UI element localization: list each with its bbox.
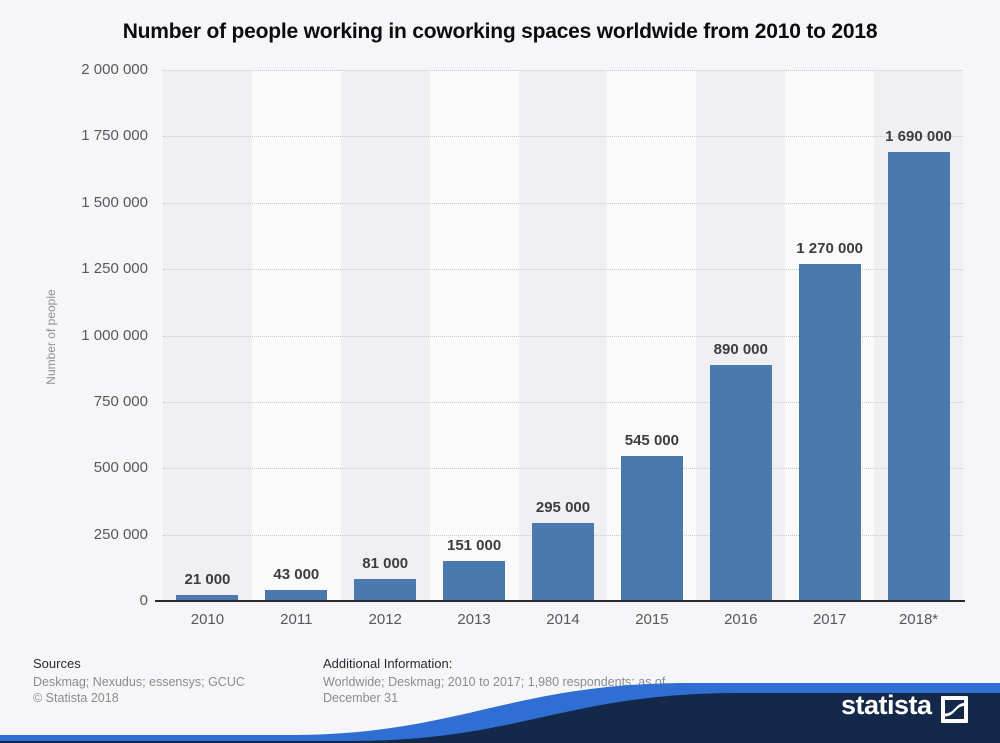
x-tick-2013: 2013 bbox=[457, 611, 491, 628]
gridline-1000000 bbox=[163, 335, 963, 337]
bar-value-2017: 1 270 000 bbox=[796, 239, 864, 257]
statista-wordmark: statista bbox=[841, 690, 932, 720]
bar-2017 bbox=[798, 263, 861, 601]
gridline-750000 bbox=[163, 401, 963, 403]
gridline-1500000 bbox=[163, 202, 963, 204]
bar-value-2010: 21 000 bbox=[184, 571, 231, 589]
x-axis-line bbox=[155, 600, 965, 602]
gridline-1750000 bbox=[163, 136, 963, 138]
x-tick-2017: 2017 bbox=[812, 611, 847, 628]
gridline-500000 bbox=[163, 468, 963, 470]
bar-value-2011: 43 000 bbox=[273, 565, 320, 583]
bar-value-2014: 295 000 bbox=[535, 498, 591, 516]
y-tick-1250000: 1 250 000 bbox=[81, 260, 148, 278]
x-tick-2011: 2011 bbox=[280, 611, 313, 628]
statista-swoosh bbox=[0, 683, 1000, 743]
y-tick-2000000: 2 000 000 bbox=[81, 61, 148, 78]
bar-2014 bbox=[532, 522, 594, 601]
sources-text: Deskmag; Nexudus; essensys; GCUC bbox=[33, 675, 245, 689]
y-tick-1500000: 1 500 000 bbox=[81, 193, 148, 211]
bar-2012 bbox=[354, 579, 417, 601]
bar-2015 bbox=[620, 456, 683, 601]
statista-logo-icon bbox=[941, 696, 968, 723]
chart-title: Number of people working in coworking sp… bbox=[122, 20, 878, 43]
x-tick-2014: 2014 bbox=[546, 611, 580, 628]
bar-value-2013: 151 000 bbox=[446, 536, 502, 554]
bar-2013 bbox=[443, 560, 506, 601]
bar-value-2015: 545 000 bbox=[624, 432, 679, 450]
additional-info-block: Additional Information: Worldwide; Deskm… bbox=[323, 656, 718, 706]
gridline-1250000 bbox=[163, 269, 963, 271]
additional-info-text: Worldwide; Deskmag; 2010 to 2017; 1,980 … bbox=[323, 675, 666, 705]
x-axis: 2010 2011 2012 2013 2014 2015 2016 2017 2018* bbox=[163, 611, 963, 635]
bar-value-2018: 1 690 000 bbox=[885, 128, 952, 146]
y-tick-0: 0 bbox=[139, 592, 148, 609]
bar-2011 bbox=[265, 589, 328, 601]
additional-info-label: Additional Information: bbox=[323, 656, 453, 671]
y-tick-1000000: 1 000 000 bbox=[81, 326, 148, 344]
x-tick-2018: 2018* bbox=[898, 611, 939, 628]
x-tick-2010: 2010 bbox=[190, 611, 225, 628]
bar-2010 bbox=[176, 595, 239, 601]
x-tick-2015: 2015 bbox=[635, 611, 669, 628]
bar-2018 bbox=[887, 152, 950, 601]
copyright-text: © Statista 2018 bbox=[33, 691, 119, 705]
bar-value-2016: 890 000 bbox=[713, 340, 768, 358]
gridline-2000000 bbox=[163, 70, 963, 71]
sources-label: Sources bbox=[33, 656, 81, 671]
y-tick-500000: 500 000 bbox=[93, 459, 148, 477]
bar-2016 bbox=[709, 364, 772, 601]
x-tick-2012: 2012 bbox=[368, 611, 402, 628]
bar-value-2012: 81 000 bbox=[362, 555, 409, 573]
y-tick-1750000: 1 750 000 bbox=[81, 127, 148, 145]
sources-block: Sources Deskmag; Nexudus; essensys; GCUC… bbox=[33, 656, 308, 706]
y-axis-title: Number of people bbox=[44, 289, 58, 385]
x-tick-2016: 2016 bbox=[724, 611, 758, 628]
plot-area: 21 000 43 000 81 000 151 000 295 000 545 000 8… bbox=[163, 70, 963, 601]
y-tick-750000: 750 000 bbox=[93, 392, 148, 410]
y-axis: 0 250 000 500 000 750 000 1 000 000 1 250 000… bbox=[0, 61, 148, 609]
y-tick-250000: 250 000 bbox=[93, 525, 148, 543]
